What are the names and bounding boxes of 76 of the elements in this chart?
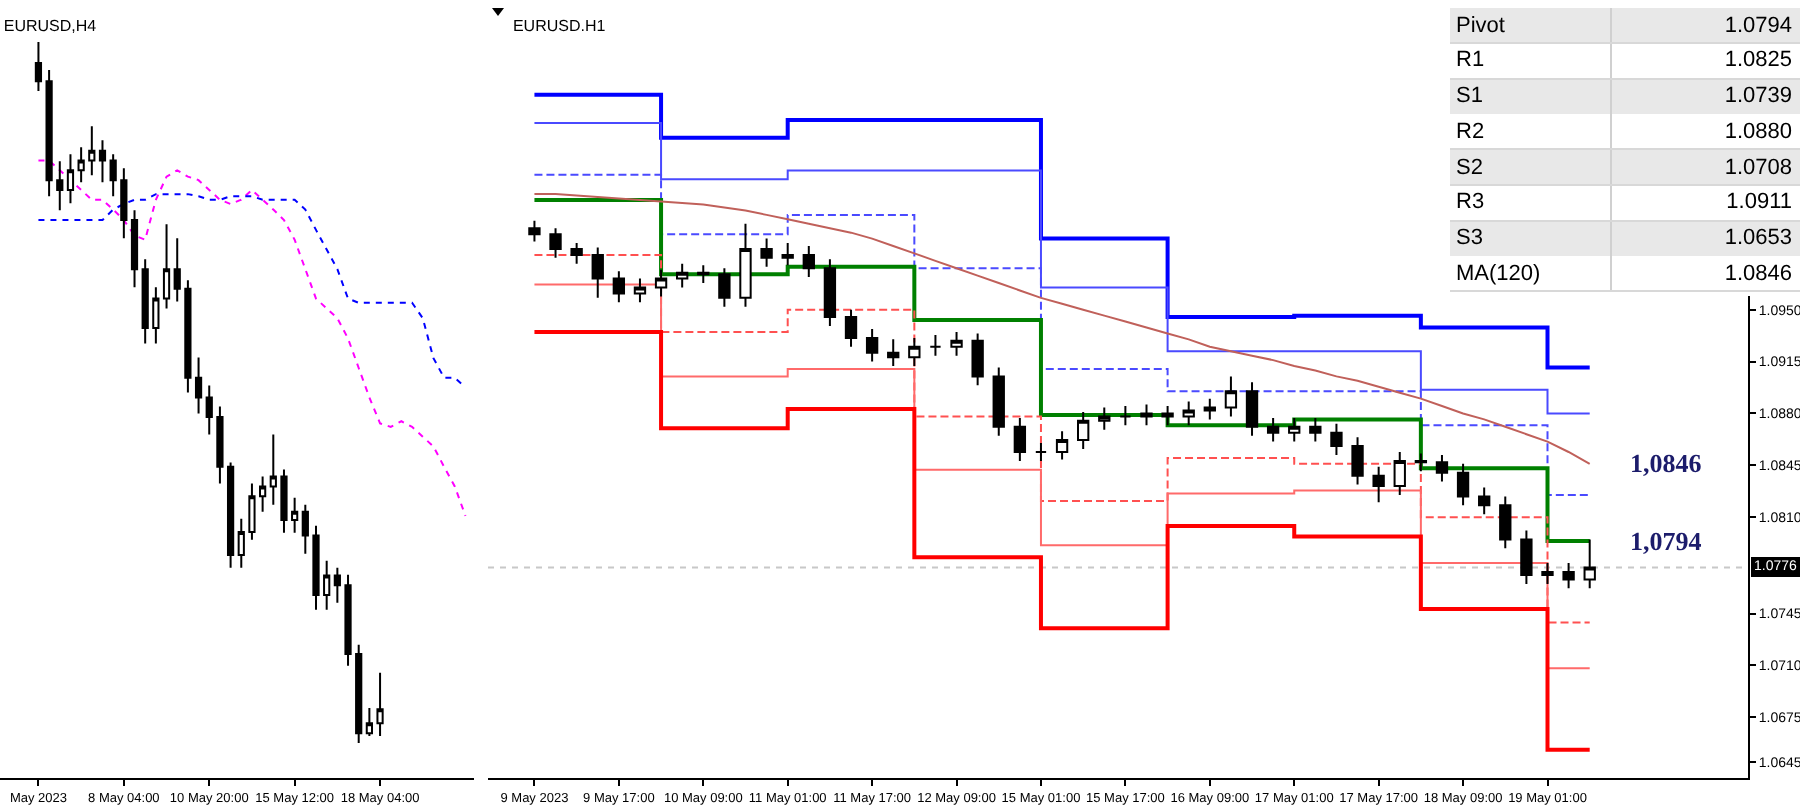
candlestick — [1182, 400, 1195, 427]
candlestick — [1245, 381, 1259, 437]
candlestick — [162, 223, 171, 310]
candlestick — [1203, 397, 1216, 421]
candlestick — [1393, 450, 1406, 496]
text: 1.0708 — [1722, 155, 1794, 179]
candlestick — [1372, 465, 1385, 504]
candlestick — [633, 277, 647, 304]
text: 1.0911 — [1724, 190, 1794, 215]
candlestick — [549, 227, 562, 259]
candlestick — [887, 338, 900, 368]
candlestick — [992, 366, 1005, 437]
chart-title: EURUSD,H4 — [3, 17, 98, 36]
annotation: R3 — [1450, 185, 1612, 220]
annotation: S1 — [1450, 79, 1612, 113]
candlestick — [739, 222, 752, 308]
candlestick — [865, 327, 879, 363]
text: 1.0739 — [1722, 84, 1794, 108]
candlestick — [802, 245, 815, 279]
candlestick — [1098, 406, 1111, 431]
candlestick — [1456, 462, 1470, 507]
candlestick — [1034, 442, 1048, 462]
annotation: R1 — [1450, 43, 1612, 78]
candlestick — [591, 246, 604, 299]
candlestick — [1435, 453, 1449, 483]
candlestick — [1013, 416, 1027, 462]
candlestick — [1478, 486, 1491, 516]
candlestick — [528, 219, 541, 243]
text: EURUSD.H1 — [512, 17, 607, 36]
text: 1.0825 — [1722, 48, 1794, 73]
text: 1.0794 — [1722, 13, 1794, 37]
candlestick — [1161, 405, 1174, 427]
candlestick — [1288, 416, 1301, 443]
candlestick — [823, 258, 837, 328]
candlestick — [1119, 405, 1132, 427]
candlestick — [1055, 430, 1069, 461]
candlestick — [1351, 436, 1364, 486]
candlestick — [781, 242, 794, 267]
candlestick — [950, 330, 963, 357]
candlestick — [34, 41, 43, 93]
candlestick — [718, 267, 731, 308]
candlestick — [654, 268, 668, 298]
candlestick — [1077, 410, 1090, 451]
text: 1,0794 — [1630, 526, 1703, 556]
annotation: MA(120) — [1450, 256, 1612, 291]
annotation: R2 — [1450, 114, 1612, 149]
candlestick — [1330, 422, 1343, 456]
candlestick — [1414, 452, 1428, 473]
candlestick — [844, 308, 858, 348]
text: 1.0653 — [1722, 226, 1794, 250]
text: 1.0846 — [1722, 261, 1794, 286]
candlestick — [908, 336, 921, 368]
candlestick — [570, 242, 583, 265]
candlestick — [760, 237, 773, 268]
candlestick — [130, 209, 139, 289]
candlestick — [612, 270, 626, 304]
candlestick — [1266, 416, 1280, 443]
candlestick — [1541, 562, 1554, 585]
candlestick — [676, 262, 689, 289]
candlestick — [66, 153, 75, 205]
candlestick — [1499, 495, 1512, 550]
candlestick — [98, 139, 107, 184]
candlestick — [929, 333, 942, 357]
annotation: S3 — [1450, 221, 1612, 255]
candlestick — [1520, 529, 1533, 585]
candlestick — [1140, 403, 1153, 427]
annotation: S2 — [1450, 150, 1612, 184]
text: 1,0846 — [1630, 448, 1703, 478]
candlestick — [1583, 538, 1596, 590]
candlestick — [971, 332, 984, 387]
line-series — [533, 193, 1591, 465]
candlestick — [1562, 562, 1575, 590]
candlestick — [1224, 375, 1238, 418]
candlestick — [1309, 416, 1322, 443]
annotation: Pivot — [1450, 8, 1612, 42]
candlestick — [697, 264, 710, 285]
